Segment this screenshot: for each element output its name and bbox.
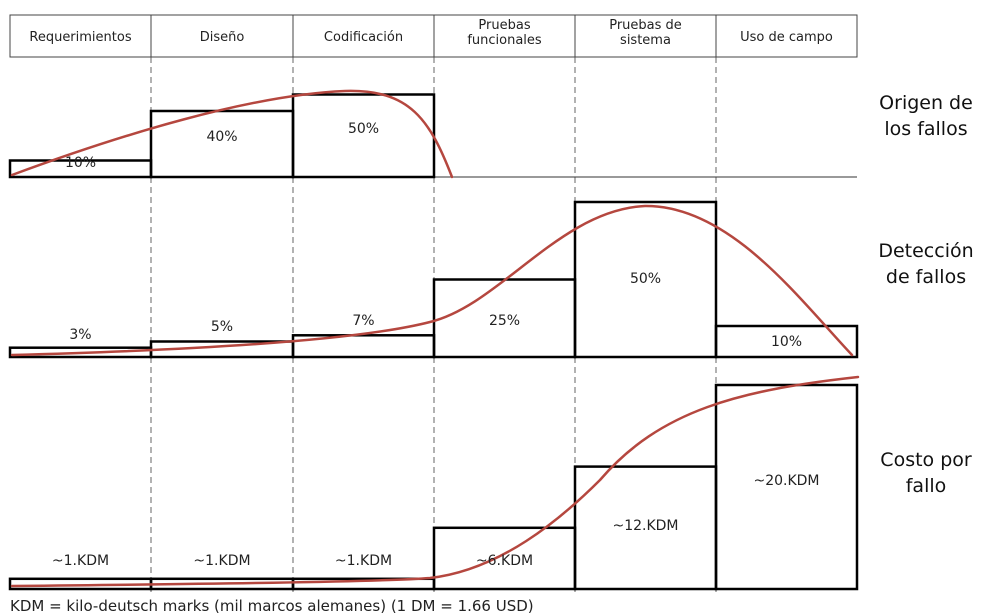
value-label: ~1.KDM xyxy=(52,553,109,569)
value-label: ~6.KDM xyxy=(476,553,533,569)
row-title: Costo por xyxy=(880,449,972,471)
value-label: 10% xyxy=(771,334,802,350)
value-label: 7% xyxy=(352,313,374,329)
row-title: Origen de xyxy=(879,92,973,114)
column-header-label: Uso de campo xyxy=(740,30,833,45)
value-label: ~12.KDM xyxy=(612,518,678,534)
value-label: ~20.KDM xyxy=(753,473,819,489)
value-label: 25% xyxy=(489,313,520,329)
row-title: los fallos xyxy=(884,118,967,140)
column-header-label: Pruebas de xyxy=(609,18,682,33)
value-label: 5% xyxy=(211,319,233,335)
bar-deteccion-de-fallos-uso-de-campo xyxy=(714,324,859,359)
row-titles-layer: Origen de los fallos Detección de fallos Cos… xyxy=(878,92,973,497)
value-label: ~1.KDM xyxy=(335,553,392,569)
row-title: Detección xyxy=(878,240,973,262)
row-title: fallo xyxy=(906,475,947,497)
column-header-label: Pruebas xyxy=(478,18,530,33)
value-label: 50% xyxy=(630,271,661,287)
trend-curve-costo xyxy=(10,375,860,588)
row-title: de fallos xyxy=(886,266,966,288)
trend-curve-deteccion xyxy=(10,204,854,357)
trend-curve-origen xyxy=(10,89,454,179)
bars-layer xyxy=(8,93,859,591)
column-header-label: Codificación xyxy=(324,30,403,45)
column-header-label: Requerimientos xyxy=(29,30,131,45)
column-header: Requerimientos Diseño Codificación Pruebasf… xyxy=(9,14,858,58)
column-header-label: sistema xyxy=(620,33,671,48)
value-label: 10% xyxy=(65,155,96,171)
footnote: KDM = kilo-deutsch marks (mil marcos ale… xyxy=(10,597,534,615)
column-header-label: Diseño xyxy=(200,30,245,45)
column-header-label: funcionales xyxy=(467,33,542,48)
value-label: ~1.KDM xyxy=(193,553,250,569)
value-label: 3% xyxy=(69,327,91,343)
bar-deteccion-de-fallos-pruebas-de-sistema xyxy=(573,200,718,359)
trend-curves-layer xyxy=(10,89,860,588)
value-labels-layer: 10% 40% 50% 3% 5% 7% 25% 50% 10% ~1.KDM ~1.KDM ~1.K… xyxy=(52,121,820,569)
value-label: 50% xyxy=(348,121,379,137)
bar-costo-por-fallo-uso-de-campo xyxy=(714,383,859,591)
value-label: 40% xyxy=(206,129,237,145)
